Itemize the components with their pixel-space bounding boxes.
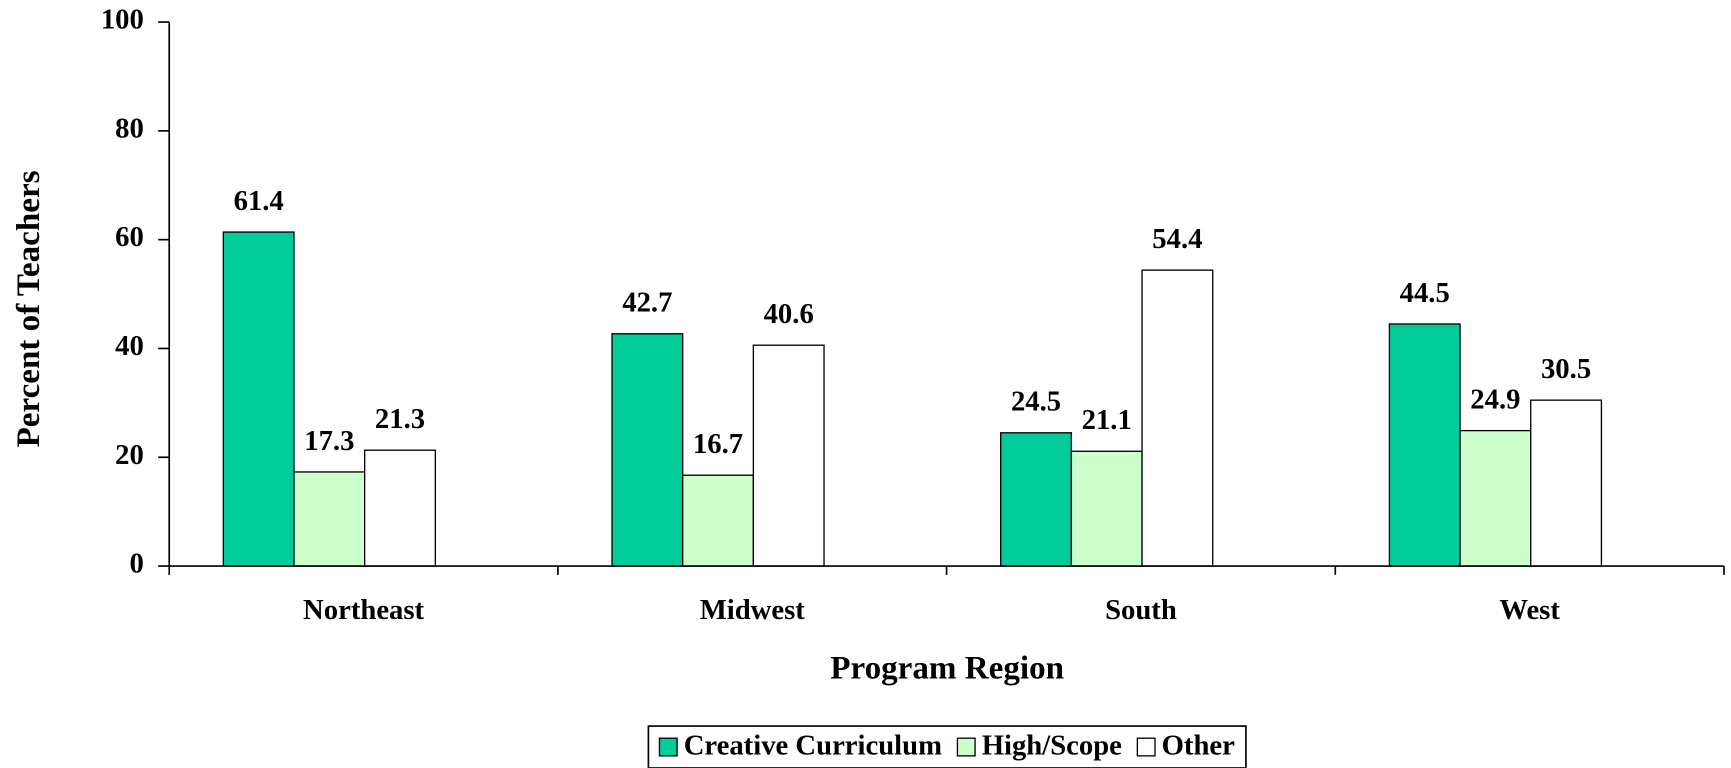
value-label: 54.4: [1152, 223, 1202, 255]
value-label: 21.1: [1082, 404, 1132, 436]
bar: [682, 474, 755, 567]
y-tick-label: 100: [101, 4, 144, 36]
value-label: 24.5: [1011, 386, 1061, 418]
y-tick-label: 80: [115, 112, 144, 144]
bar: [364, 449, 437, 567]
legend-label: Other: [1162, 730, 1236, 762]
legend-swatch: [658, 737, 678, 757]
bar: [1070, 450, 1143, 567]
legend-swatch: [956, 737, 976, 757]
value-label: 61.4: [234, 185, 284, 217]
y-tick-label: 40: [115, 330, 144, 362]
value-label: 24.9: [1470, 384, 1520, 416]
bar: [752, 344, 825, 567]
legend-label: High/Scope: [982, 730, 1122, 762]
x-tick-label: West: [1499, 594, 1560, 626]
bar: [222, 231, 295, 567]
value-label: 30.5: [1541, 353, 1591, 385]
value-label: 16.7: [693, 428, 743, 460]
x-axis-title: Program Region: [830, 650, 1064, 686]
bar: [1459, 429, 1532, 567]
value-label: 21.3: [375, 403, 425, 435]
bar: [1141, 269, 1214, 567]
bar: [1530, 399, 1603, 567]
x-tick-label: Northeast: [303, 594, 424, 626]
bar: [1388, 323, 1461, 567]
y-tick-label: 0: [130, 548, 144, 580]
legend-label: Creative Curriculum: [684, 730, 942, 762]
x-tick-label: South: [1105, 594, 1177, 626]
y-axis-title: Percent of Teachers: [11, 170, 47, 447]
value-label: 42.7: [622, 287, 672, 319]
x-tick-label: Midwest: [700, 594, 806, 626]
y-tick-label: 60: [115, 221, 144, 253]
value-label: 40.6: [764, 298, 814, 330]
legend: Creative Curriculum High/Scope Other: [647, 725, 1247, 768]
legend-swatch: [1136, 737, 1156, 757]
value-label: 17.3: [304, 425, 354, 457]
bar: [1000, 432, 1073, 567]
value-label: 44.5: [1400, 277, 1450, 309]
bar: [293, 471, 366, 567]
bar: [611, 333, 684, 567]
y-tick-label: 20: [115, 439, 144, 471]
